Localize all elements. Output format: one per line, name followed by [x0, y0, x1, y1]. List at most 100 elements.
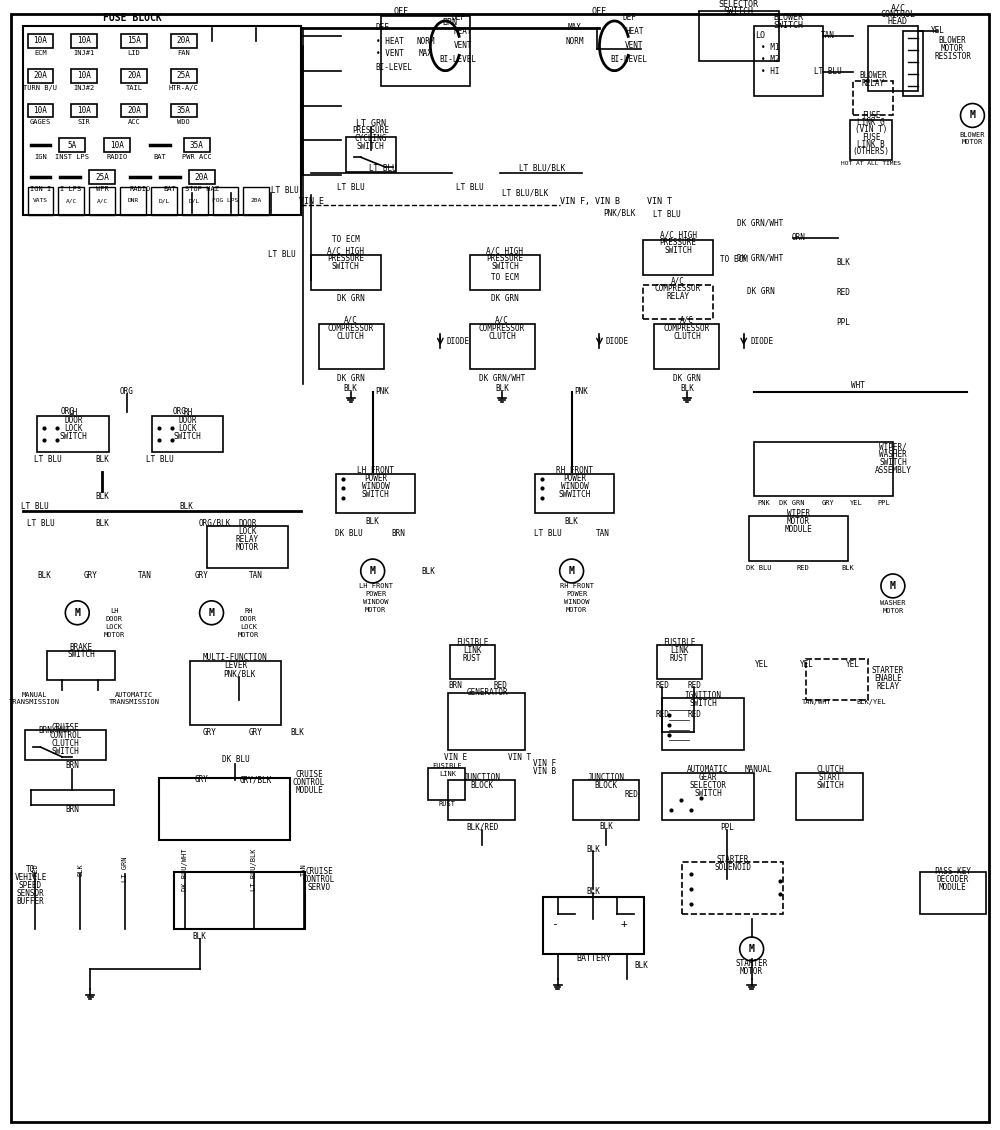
- Bar: [37, 416, 109, 452]
- Bar: [336, 473, 415, 513]
- Text: INJ#2: INJ#2: [74, 85, 95, 90]
- Text: TAIL: TAIL: [125, 85, 142, 90]
- Text: 35A: 35A: [190, 141, 204, 150]
- Text: DK GRN: DK GRN: [337, 294, 365, 303]
- Text: ORG/BLK: ORG/BLK: [198, 519, 231, 528]
- Text: DEF: DEF: [451, 14, 465, 23]
- Text: GRY: GRY: [195, 572, 209, 581]
- Text: DK GRN: DK GRN: [747, 287, 774, 296]
- Bar: [59, 138, 85, 153]
- Text: BLK/RED: BLK/RED: [466, 823, 498, 832]
- Text: VIN E: VIN E: [444, 753, 467, 762]
- Text: JUNCTION: JUNCTION: [588, 773, 625, 782]
- Text: PRESSURE: PRESSURE: [327, 254, 364, 263]
- Text: BI-LEVEL: BI-LEVEL: [440, 55, 477, 64]
- Bar: [796, 773, 863, 819]
- Text: LOCK: LOCK: [240, 624, 257, 629]
- Text: BRN: BRN: [443, 18, 458, 27]
- Text: M: M: [749, 944, 755, 954]
- Text: LID: LID: [128, 50, 140, 55]
- Text: • HI: • HI: [761, 67, 779, 76]
- Text: RELAY: RELAY: [876, 681, 899, 690]
- Text: TAN: TAN: [248, 572, 262, 581]
- Text: RUST: RUST: [463, 654, 481, 663]
- Text: TAN: TAN: [821, 32, 835, 41]
- Text: SWITCH: SWITCH: [879, 458, 907, 467]
- Bar: [71, 104, 97, 118]
- Text: PASS-KEY: PASS-KEY: [934, 867, 971, 876]
- Text: DOOR: DOOR: [106, 616, 123, 622]
- Text: 20A: 20A: [127, 71, 141, 80]
- Text: RELAY: RELAY: [861, 79, 885, 88]
- Text: IGN I: IGN I: [30, 186, 51, 192]
- Text: 20A: 20A: [195, 173, 209, 182]
- Text: YEL: YEL: [755, 660, 769, 669]
- Text: LT GRN: LT GRN: [122, 857, 128, 883]
- Text: LOCK: LOCK: [106, 624, 123, 629]
- Bar: [662, 773, 754, 819]
- Text: DK BLU: DK BLU: [222, 756, 249, 765]
- Text: BLK: BLK: [95, 519, 109, 528]
- Text: DK GRN: DK GRN: [491, 294, 519, 303]
- Text: +: +: [621, 919, 628, 929]
- Text: A/C HIGH: A/C HIGH: [486, 246, 523, 255]
- Text: MAX: MAX: [418, 50, 432, 59]
- Text: LH: LH: [69, 408, 78, 417]
- Text: COMPRESSOR: COMPRESSOR: [655, 284, 701, 293]
- Text: FOG LPS: FOG LPS: [212, 199, 239, 203]
- Text: GRY: GRY: [248, 728, 262, 737]
- Text: A/C HIGH: A/C HIGH: [327, 246, 364, 255]
- Text: VIN F: VIN F: [533, 759, 556, 768]
- Text: TAN: TAN: [596, 529, 609, 538]
- Text: BLK: BLK: [565, 516, 579, 525]
- Text: PRESSURE: PRESSURE: [352, 125, 389, 134]
- Text: CRUISE: CRUISE: [305, 867, 333, 876]
- Text: LT BLU/BLK: LT BLU/BLK: [502, 189, 548, 198]
- Text: WINDOW: WINDOW: [363, 599, 388, 605]
- Text: SWITCH: SWITCH: [664, 246, 692, 255]
- Text: SELECTOR: SELECTOR: [689, 781, 726, 790]
- Text: M: M: [890, 581, 896, 591]
- Text: DOOR: DOOR: [238, 519, 257, 528]
- Text: WHT: WHT: [851, 382, 865, 391]
- Text: 25A: 25A: [95, 173, 109, 182]
- Text: BLK: BLK: [366, 516, 380, 525]
- Text: SWITCH: SWITCH: [174, 433, 202, 441]
- Text: M: M: [970, 111, 975, 121]
- Text: M: M: [209, 608, 214, 618]
- Text: (VIN T): (VIN T): [855, 125, 887, 133]
- Text: LINK G: LINK G: [857, 118, 885, 127]
- Text: SELECTOR: SELECTOR: [719, 0, 759, 9]
- Text: MOTOR: MOTOR: [236, 542, 259, 551]
- Text: VIN E: VIN E: [299, 198, 324, 207]
- Text: LT BLU/BLK: LT BLU/BLK: [519, 164, 565, 173]
- Text: BLOWER: BLOWER: [859, 71, 887, 80]
- Text: POWER: POWER: [365, 591, 386, 597]
- Text: WIPER/: WIPER/: [879, 442, 907, 451]
- Text: LT BLU: LT BLU: [456, 183, 484, 192]
- Text: VIN T: VIN T: [647, 198, 672, 207]
- Text: BRN: BRN: [65, 762, 79, 771]
- Text: BLK: BLK: [38, 572, 51, 581]
- Text: TO ECM: TO ECM: [491, 273, 519, 282]
- Text: BLK: BLK: [680, 384, 694, 393]
- Text: BLK: BLK: [599, 823, 613, 832]
- Bar: [184, 138, 210, 153]
- Bar: [151, 188, 177, 215]
- Text: DK BLU/WHT: DK BLU/WHT: [182, 849, 188, 890]
- Bar: [654, 324, 719, 370]
- Bar: [120, 188, 146, 215]
- Text: TO ECM: TO ECM: [332, 235, 360, 244]
- Text: MOTOR: MOTOR: [941, 44, 964, 53]
- Text: OFF: OFF: [592, 7, 607, 16]
- Text: 10A: 10A: [110, 141, 124, 150]
- Text: CONTROL: CONTROL: [293, 779, 325, 788]
- Text: LH FRONT: LH FRONT: [359, 583, 393, 589]
- Text: LT BLU: LT BLU: [814, 67, 842, 76]
- Bar: [89, 171, 115, 184]
- Text: BLK: BLK: [495, 384, 509, 393]
- Text: SWITCH: SWITCH: [67, 650, 95, 659]
- Text: INST LPS: INST LPS: [55, 154, 89, 160]
- Text: CRUISE: CRUISE: [295, 771, 323, 780]
- Text: LO: LO: [756, 32, 766, 41]
